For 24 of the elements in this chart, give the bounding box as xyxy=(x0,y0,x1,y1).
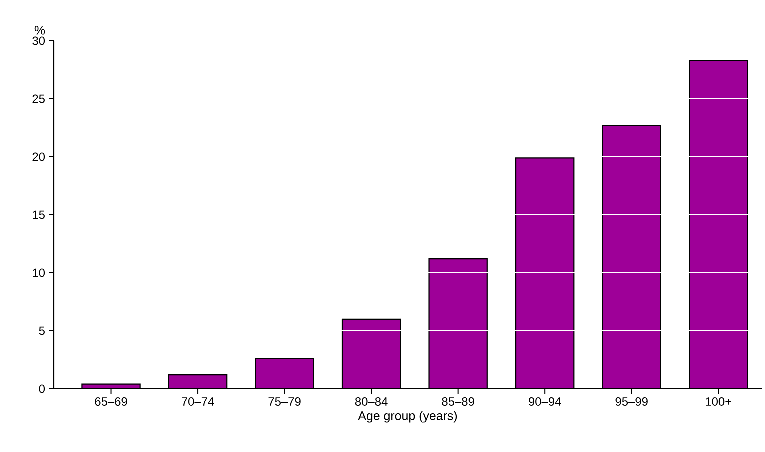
bar xyxy=(168,375,228,389)
y-tick-label: 15 xyxy=(33,210,45,220)
x-tick-label: 85–89 xyxy=(442,398,474,406)
y-tick-label: 5 xyxy=(39,326,45,336)
x-tick-label: 65–69 xyxy=(95,398,128,406)
bar xyxy=(429,259,488,389)
x-tick-label: 80–84 xyxy=(355,398,388,406)
bar xyxy=(516,158,574,389)
y-axis-title: % xyxy=(34,26,46,35)
y-tick-label: 10 xyxy=(33,268,46,278)
y-tick-label: 0 xyxy=(39,384,46,394)
x-tick-label: 100+ xyxy=(706,398,732,406)
x-tick-label: 95–99 xyxy=(616,398,648,406)
x-tick-label: 75–79 xyxy=(268,398,301,406)
y-tick-label: 30 xyxy=(32,36,46,46)
bar xyxy=(689,60,748,389)
bar xyxy=(342,319,401,389)
y-tick-label: 25 xyxy=(32,94,45,104)
bar xyxy=(256,358,314,389)
x-tick-label: 90–94 xyxy=(529,398,562,406)
y-tick-label: 20 xyxy=(32,152,46,162)
x-axis-title: Age group (years) xyxy=(358,411,458,423)
bar xyxy=(602,126,661,389)
x-tick-label: 70–74 xyxy=(182,398,214,406)
